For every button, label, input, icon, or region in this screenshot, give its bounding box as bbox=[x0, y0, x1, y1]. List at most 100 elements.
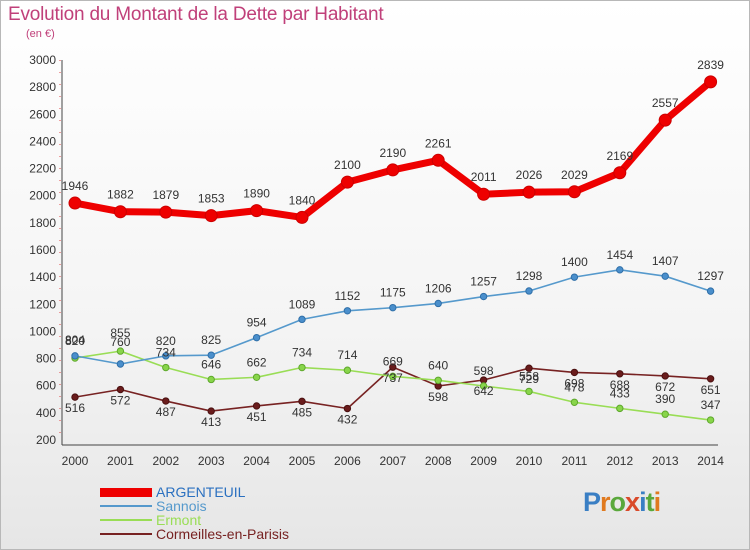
data-point bbox=[207, 407, 215, 415]
x-tick-label: 2005 bbox=[289, 454, 316, 468]
data-label: 1407 bbox=[652, 254, 679, 268]
data-point bbox=[389, 303, 397, 312]
data-label: 1946 bbox=[62, 179, 89, 193]
data-point bbox=[162, 397, 170, 405]
data-label: 646 bbox=[201, 357, 221, 371]
data-point bbox=[389, 372, 397, 381]
data-label: 451 bbox=[247, 410, 267, 424]
data-point bbox=[431, 153, 445, 167]
x-tick-label: 2002 bbox=[152, 454, 179, 468]
y-tick-label: 1400 bbox=[29, 270, 56, 284]
data-point bbox=[479, 382, 488, 390]
data-point bbox=[343, 307, 352, 315]
chart-subtitle: (en €) bbox=[26, 28, 55, 40]
data-point bbox=[71, 352, 79, 360]
legend-item: Ermont bbox=[100, 512, 340, 528]
data-point bbox=[113, 205, 127, 219]
data-label: 1175 bbox=[380, 286, 406, 300]
x-tick-label: 2006 bbox=[334, 454, 361, 468]
data-point bbox=[616, 370, 624, 378]
data-label: 598 bbox=[428, 390, 448, 404]
data-point bbox=[250, 204, 264, 218]
data-label: 804 bbox=[65, 333, 85, 347]
y-tick-label: 1600 bbox=[29, 243, 56, 257]
data-point bbox=[658, 113, 672, 127]
data-label: 729 bbox=[519, 372, 539, 386]
data-label: 598 bbox=[474, 364, 494, 378]
data-label: 714 bbox=[337, 348, 357, 362]
legend-item: Cormeilles-en-Parisis bbox=[100, 526, 340, 542]
data-point bbox=[162, 352, 170, 360]
data-point bbox=[159, 205, 173, 219]
data-label: 572 bbox=[110, 394, 130, 408]
data-point bbox=[661, 372, 669, 380]
data-point bbox=[298, 397, 306, 406]
x-tick-label: 2013 bbox=[652, 454, 679, 468]
data-point bbox=[116, 360, 125, 368]
y-tick-label: 3000 bbox=[29, 53, 56, 67]
data-label: 2100 bbox=[334, 158, 361, 172]
y-tick-label: 600 bbox=[36, 379, 56, 393]
data-point bbox=[567, 185, 581, 199]
data-label: 2029 bbox=[561, 168, 588, 182]
data-label: 651 bbox=[701, 383, 721, 397]
data-label: 2557 bbox=[652, 96, 679, 110]
data-point bbox=[613, 166, 627, 180]
data-label: 820 bbox=[156, 334, 176, 348]
data-point bbox=[706, 287, 715, 295]
data-label: 825 bbox=[201, 333, 221, 347]
legend-swatch bbox=[100, 519, 152, 521]
data-point bbox=[71, 393, 79, 401]
data-point bbox=[204, 209, 218, 223]
x-tick-label: 2011 bbox=[561, 454, 587, 468]
y-tick-label: 800 bbox=[36, 352, 56, 366]
data-label: 642 bbox=[474, 384, 494, 398]
data-label: 1840 bbox=[289, 193, 316, 207]
brand-letter: o bbox=[609, 487, 626, 517]
data-point bbox=[616, 266, 624, 274]
data-point bbox=[570, 398, 579, 406]
y-tick-label: 200 bbox=[36, 433, 56, 447]
data-point bbox=[343, 366, 352, 374]
data-point bbox=[252, 373, 261, 381]
brand-letter: x bbox=[625, 487, 640, 517]
data-label: 1297 bbox=[697, 269, 724, 283]
y-tick-label: 2600 bbox=[29, 107, 56, 121]
data-label: 1454 bbox=[606, 248, 633, 262]
y-tick-label: 2400 bbox=[29, 134, 56, 148]
data-label: 669 bbox=[383, 354, 403, 368]
data-label: 1206 bbox=[425, 281, 452, 295]
data-point bbox=[706, 375, 715, 383]
brand-letter: i bbox=[653, 487, 661, 517]
data-point bbox=[522, 185, 536, 199]
legend-item: ARGENTEUIL bbox=[100, 484, 340, 500]
data-point bbox=[434, 376, 442, 384]
data-point bbox=[479, 292, 488, 301]
data-label: 2026 bbox=[516, 168, 543, 182]
brand-letter: r bbox=[600, 487, 610, 517]
legend-swatch bbox=[100, 533, 152, 535]
data-label: 698 bbox=[564, 376, 584, 390]
data-label: 478 bbox=[564, 380, 584, 394]
data-label: 2190 bbox=[379, 146, 406, 160]
brand-letter: P bbox=[583, 487, 601, 517]
data-point bbox=[340, 175, 354, 189]
data-label: 433 bbox=[610, 386, 630, 400]
x-tick-label: 2009 bbox=[470, 454, 497, 468]
x-tick-label: 2010 bbox=[516, 454, 543, 468]
y-tick-label: 2800 bbox=[29, 80, 56, 94]
x-tick-label: 2008 bbox=[425, 454, 452, 468]
data-point bbox=[116, 385, 125, 394]
x-tick-label: 2007 bbox=[379, 454, 406, 468]
data-label: 1853 bbox=[198, 192, 225, 206]
data-point bbox=[389, 363, 397, 371]
chart-title: Evolution du Montant de la Dette par Hab… bbox=[8, 4, 384, 25]
data-label: 1879 bbox=[152, 188, 179, 202]
legend-label: Cormeilles-en-Parisis bbox=[156, 526, 290, 542]
y-tick-label: 400 bbox=[36, 406, 56, 420]
data-label: 1298 bbox=[516, 269, 543, 283]
data-label: 347 bbox=[701, 398, 721, 412]
data-label: 760 bbox=[110, 335, 130, 349]
brand-letter: t bbox=[645, 487, 655, 517]
